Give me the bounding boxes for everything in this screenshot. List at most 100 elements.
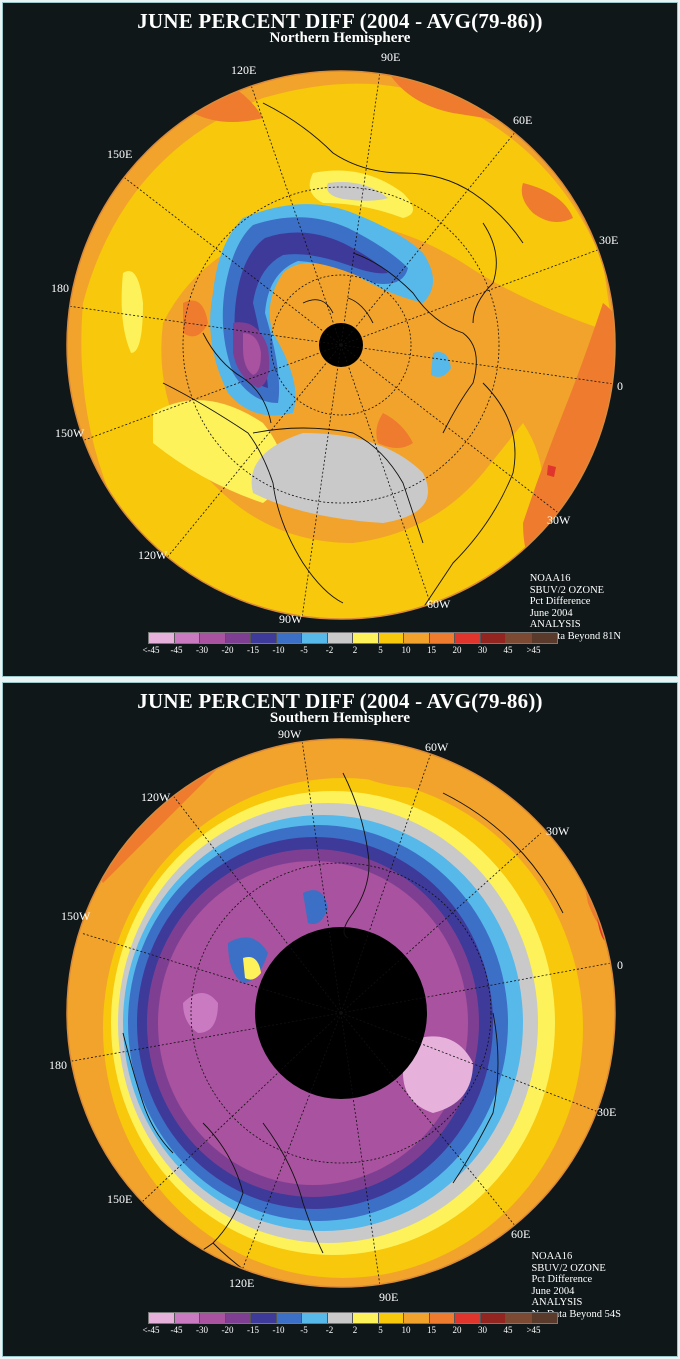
map-title: JUNE PERCENT DIFF (2004 - AVG(79-86)) bbox=[137, 9, 543, 33]
legend-swatch bbox=[455, 633, 481, 643]
legend-tick-label: <-45 bbox=[142, 645, 160, 655]
legend-tick-label: -45 bbox=[170, 1325, 183, 1335]
graticule bbox=[67, 71, 615, 619]
legend-tick-label: -2 bbox=[325, 1325, 334, 1335]
legend-swatch bbox=[149, 1313, 175, 1323]
lon-label: 120E bbox=[231, 63, 256, 77]
lon-label: 120E bbox=[229, 1276, 254, 1290]
legend-swatch bbox=[302, 1313, 328, 1323]
info-line: NOAA16 bbox=[531, 1251, 573, 1262]
lon-label: 180 bbox=[51, 281, 69, 295]
legend-tick-label: -10 bbox=[272, 1325, 285, 1335]
legend-tick-label: -5 bbox=[300, 645, 308, 655]
info-line: No Data Beyond 81N bbox=[529, 630, 621, 642]
legend-tick-label: -15 bbox=[247, 1325, 259, 1335]
legend-swatch bbox=[404, 1313, 430, 1323]
legend-tick-label: 20 bbox=[452, 1325, 462, 1335]
color-legend: <-45 -45 -30 -20 -15 -10 -5 -2 2 5 10 15 20 30 45 >45 bbox=[142, 632, 558, 656]
info-line: ANALYSIS bbox=[531, 1297, 583, 1308]
legend-ticks: <-45 -45 -30 -20 -15 -10 -5 -2 2 5 10 15 20 30 45 >45 bbox=[142, 644, 540, 656]
lon-label: 30E bbox=[597, 1105, 616, 1119]
legend-swatch bbox=[251, 633, 277, 643]
map-boundary bbox=[66, 738, 616, 1288]
legend-tick-label: 2 bbox=[352, 1325, 358, 1335]
legend-tick-label: 10 bbox=[401, 645, 411, 655]
info-line: June 2004 bbox=[531, 1285, 575, 1297]
info-line: Pct Difference bbox=[531, 1274, 593, 1285]
legend-tick-label: 45 bbox=[503, 1325, 513, 1335]
legend-swatch bbox=[429, 633, 455, 643]
color-legend: <-45 -45 -30 -20 -15 -10 -5 -2 2 5 10 15 20 30 45 >45 bbox=[142, 1312, 558, 1336]
info-line: SBUV/2 OZONE bbox=[529, 584, 605, 596]
legend-swatch bbox=[302, 633, 328, 643]
legend-swatch bbox=[149, 633, 175, 643]
legend-tick-label: -10 bbox=[272, 645, 285, 655]
lon-label: 0 bbox=[617, 379, 623, 393]
legend-swatch bbox=[225, 633, 251, 643]
legend-swatch bbox=[506, 1313, 532, 1323]
lon-label: 90W bbox=[278, 727, 302, 741]
legend-swatch bbox=[225, 1313, 251, 1323]
coastlines bbox=[162, 102, 524, 609]
legend-swatch bbox=[276, 1313, 302, 1323]
lon-label: 30E bbox=[599, 233, 618, 247]
graticule bbox=[67, 739, 612, 1287]
legend-swatch bbox=[378, 633, 404, 643]
lon-label: 60E bbox=[511, 1227, 530, 1241]
legend-swatch bbox=[327, 1313, 353, 1323]
lon-label: 60W bbox=[427, 597, 451, 611]
legend-tick-label: 2 bbox=[352, 645, 358, 655]
legend-tick-label: -2 bbox=[325, 645, 334, 655]
legend-tick-label: 30 bbox=[478, 645, 487, 655]
lon-label: 0 bbox=[617, 958, 623, 972]
legend-tick-label: -15 bbox=[247, 645, 259, 655]
legend-tick-label: -5 bbox=[300, 1325, 308, 1335]
legend-swatch bbox=[327, 633, 353, 643]
legend-swatch bbox=[404, 633, 430, 643]
lon-label: 30W bbox=[546, 824, 570, 838]
info-line: SBUV/2 OZONE bbox=[531, 1262, 606, 1274]
info-line: ANALYSIS bbox=[529, 619, 581, 630]
lon-label: 120W bbox=[141, 790, 171, 804]
info-line: June 2004 bbox=[529, 607, 573, 619]
lon-label: 150E bbox=[107, 147, 132, 161]
legend-swatch bbox=[480, 633, 506, 643]
legend-swatch bbox=[378, 1313, 404, 1323]
northern-hemisphere-map: 120E 90E 60E 150E 30E 180 0 150W 30W 120… bbox=[51, 50, 623, 626]
legend-swatch bbox=[200, 633, 226, 643]
data-info: NOAA16 SBUV/2 OZONE Pct Difference June … bbox=[531, 1251, 621, 1320]
northern-hemisphere-panel: 120E 90E 60E 150E 30E 180 0 150W 30W 120… bbox=[2, 2, 678, 677]
map-subtitle: Northern Hemisphere bbox=[269, 30, 411, 46]
ozone-contours bbox=[67, 71, 615, 619]
legend-tick-label: 20 bbox=[452, 645, 462, 655]
legend-swatch bbox=[353, 633, 379, 643]
info-line: Pct Difference bbox=[529, 596, 591, 607]
legend-swatch bbox=[174, 1313, 200, 1323]
legend-swatch bbox=[251, 1313, 277, 1323]
legend-tick-label: -20 bbox=[221, 1325, 234, 1335]
legend-swatch bbox=[276, 633, 302, 643]
map-subtitle: Southern Hemisphere bbox=[269, 710, 411, 726]
lon-label: 90E bbox=[379, 1290, 398, 1304]
lon-label: 150W bbox=[55, 426, 85, 440]
legend-tick-label: 45 bbox=[503, 645, 513, 655]
legend-tick-label: -20 bbox=[221, 645, 234, 655]
legend-swatches bbox=[148, 632, 558, 644]
info-line: No Data Beyond 54S bbox=[531, 1308, 621, 1320]
lon-label: 120W bbox=[138, 548, 168, 562]
legend-tick-label: <-45 bbox=[142, 1325, 160, 1335]
lon-label: 150E bbox=[107, 1192, 132, 1206]
legend-swatch bbox=[455, 1313, 481, 1323]
lon-label: 90E bbox=[381, 50, 400, 64]
map-title: JUNE PERCENT DIFF (2004 - AVG(79-86)) bbox=[137, 689, 543, 713]
legend-tick-label: 30 bbox=[478, 1325, 487, 1335]
legend-tick-label: 5 bbox=[378, 645, 383, 655]
legend-tick-label: >45 bbox=[526, 1325, 541, 1335]
legend-tick-label: -45 bbox=[170, 645, 183, 655]
legend-tick-label: 5 bbox=[378, 1325, 383, 1335]
legend-swatch bbox=[200, 1313, 226, 1323]
lon-label: 90W bbox=[279, 612, 303, 626]
lon-label: 150W bbox=[61, 909, 91, 923]
legend-ticks: <-45 -45 -30 -20 -15 -10 -5 -2 2 5 10 15 20 30 45 >45 bbox=[142, 1324, 541, 1336]
lon-label: 60W bbox=[425, 740, 449, 754]
